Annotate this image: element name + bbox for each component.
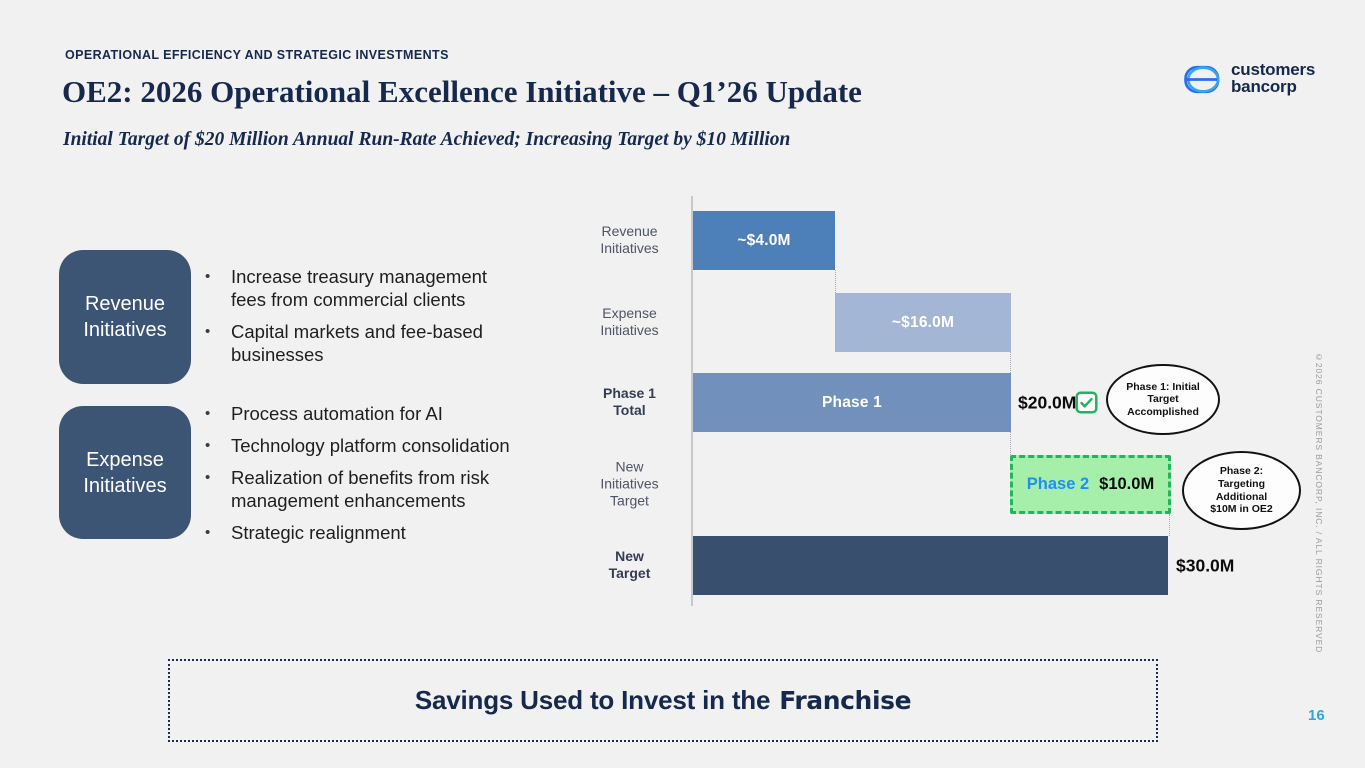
list-item: • Technology platform consolidation — [205, 434, 510, 456]
customers-bancorp-logo-icon — [1184, 65, 1220, 94]
revenue-initiatives-box: Revenue Initiatives — [59, 250, 191, 384]
banner-text-franchise: Franchise — [779, 686, 912, 715]
checkmark-icon — [1075, 391, 1098, 414]
phase2-value-label: $10.0M — [1099, 475, 1155, 493]
phase1-value-label: $20.0M — [1018, 392, 1077, 413]
bullet-dot: • — [205, 523, 211, 541]
waterfall-connector — [1169, 514, 1170, 536]
expense-bullet-list: • Process automation for AI • Technology p… — [205, 403, 605, 554]
slide-title: OE2: 2026 Operational Excellence Initiat… — [62, 74, 862, 109]
new-target-value-label: $30.0M — [1176, 555, 1235, 576]
customers-bancorp-logo-text: customers bancorp — [1231, 61, 1315, 95]
banner-text: Savings Used to Invest in the — [414, 685, 771, 715]
phase2-target-box: Phase 2 $10.0M — [1010, 455, 1171, 514]
chart-row-label-expense: Expense Initiatives — [600, 304, 659, 338]
bullet-dot: • — [205, 322, 211, 340]
chart-row-label-revenue: Revenue Initiatives — [600, 222, 659, 256]
new-target-bar — [693, 536, 1168, 595]
bullet-dot: • — [205, 405, 211, 422]
revenue-initiatives-bar: ~$4.0M — [693, 211, 835, 270]
slide-eyebrow: OPERATIONAL EFFICIENCY AND STRATEGIC INV… — [65, 48, 449, 62]
copyright-vertical-text: ©2026 CUSTOMERS BANCORP, INC. / ALL RIGH… — [1314, 352, 1324, 654]
phase1-total-bar: Phase 1 — [693, 373, 1011, 432]
list-item: • Strategic realignment — [205, 521, 406, 543]
savings-banner: Savings Used to Invest in the Franchise — [168, 659, 1158, 742]
slide-subtitle: Initial Target of $20 Million Annual Run… — [63, 129, 791, 150]
chart-row-label-phase1-total: Phase 1 Total — [603, 384, 656, 418]
waterfall-connector — [1010, 432, 1011, 455]
list-item: • Capital markets and fee-based businesse… — [205, 320, 483, 365]
page-number: 16 — [1308, 707, 1325, 724]
waterfall-connector — [1010, 352, 1011, 373]
phase2-label: Phase 2 — [1026, 475, 1090, 493]
chart-axis-line — [691, 196, 693, 606]
chart-row-label-new-target: New Target — [608, 547, 651, 581]
bullet-dot: • — [205, 436, 211, 454]
logo-word-bancorp: bancorp — [1231, 77, 1297, 96]
logo-word-customers: customers — [1231, 60, 1316, 79]
phase1-callout-oval: Phase 1: Initial Target Accomplished — [1106, 364, 1220, 435]
list-item: • Increase treasury management fees from … — [205, 266, 488, 310]
chart-row-label-new-initiatives-target: New Initiatives Target — [600, 458, 659, 509]
expense-initiatives-box: Expense Initiatives — [59, 406, 191, 539]
phase2-callout-oval: Phase 2: Targeting Additional $10M in OE… — [1182, 451, 1301, 530]
expense-initiatives-bar: ~$16.0M — [835, 293, 1011, 352]
bullet-dot: • — [205, 468, 211, 486]
waterfall-connector — [835, 270, 836, 293]
bullet-dot: • — [205, 268, 211, 285]
list-item: • Realization of benefits from risk manag… — [205, 466, 490, 511]
revenue-bullet-list: • Increase treasury management fees from … — [205, 266, 605, 376]
list-item: • Process automation for AI — [205, 403, 443, 424]
